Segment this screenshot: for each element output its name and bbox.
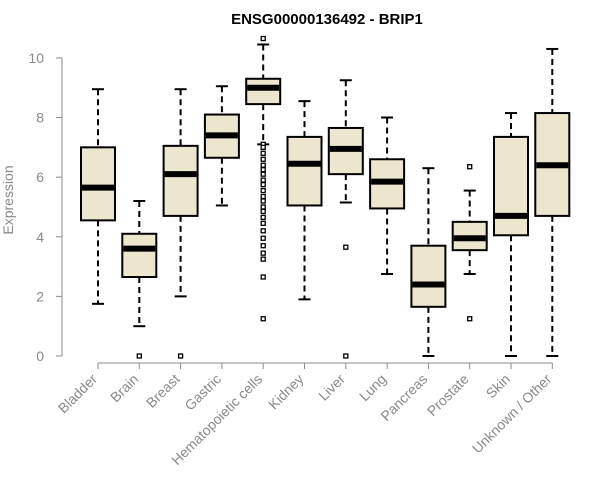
outlier-1-0 [136, 353, 142, 359]
x-tick-label-7: Lung [356, 371, 389, 404]
box-1 [121, 199, 158, 359]
y-tick-label-3: 6 [36, 169, 44, 185]
box-rect-4 [245, 77, 282, 106]
outlier-9-1 [467, 316, 473, 322]
outlier-2-0 [177, 353, 184, 359]
outlier-4-10 [260, 187, 266, 194]
x-tick-label-2: Breast [143, 371, 183, 411]
box-9 [451, 164, 488, 322]
outlier-4-18 [260, 235, 266, 241]
outlier-9-0 [467, 164, 473, 170]
outlier-4-16 [260, 220, 266, 226]
y-axis: 0 2 4 6 8 10 [28, 50, 63, 364]
outlier-4-21 [260, 256, 266, 262]
box-0 [80, 88, 116, 305]
box-rect-5 [286, 135, 323, 207]
box-rect-2 [162, 144, 199, 217]
box-7 [369, 116, 406, 276]
y-tick-label-4: 8 [36, 110, 44, 126]
x-tick-label-1: Brain [107, 371, 141, 405]
outlier-4-19 [260, 243, 266, 249]
outlier-4-8 [260, 177, 266, 183]
outlier-6-0 [343, 244, 349, 250]
outlier-4-4 [260, 156, 266, 162]
outlier-4-12 [260, 198, 266, 204]
box-rect-8 [410, 244, 447, 308]
box-6 [327, 79, 364, 359]
outlier-4-0 [260, 35, 266, 42]
outlier-4-11 [260, 193, 266, 200]
box-2 [162, 88, 199, 359]
x-tick-label-0: Bladder [55, 371, 101, 417]
chart-title: ENSG00000136492 - BRIP1 [231, 11, 423, 28]
y-tick-label-5: 10 [28, 50, 44, 66]
boxes-group [80, 35, 571, 359]
y-tick-label-2: 4 [36, 229, 44, 245]
outlier-4-23 [260, 316, 266, 322]
outlier-4-22 [260, 274, 266, 280]
x-tick-label-6: Liver [315, 371, 348, 404]
box-4 [245, 35, 282, 322]
y-tick-label-0: 0 [36, 348, 44, 364]
box-rect-10 [493, 135, 529, 237]
outlier-4-5 [260, 162, 266, 168]
box-rect-0 [80, 146, 116, 222]
outlier-6-1 [343, 353, 349, 359]
box-5 [286, 100, 323, 301]
x-tick-label-10: Skin [483, 371, 514, 402]
outlier-4-14 [260, 208, 266, 215]
box-10 [493, 112, 529, 357]
outlier-4-6 [260, 167, 266, 173]
box-3 [203, 85, 240, 207]
box-rect-1 [121, 232, 158, 279]
outlier-4-20 [260, 250, 266, 256]
y-tick-label-1: 2 [36, 288, 44, 304]
outlier-4-15 [260, 214, 266, 221]
outlier-4-2 [260, 144, 266, 150]
outlier-4-9 [260, 181, 266, 188]
outlier-4-13 [260, 204, 266, 210]
y-axis-label: Expression [0, 165, 16, 234]
outlier-4-17 [260, 228, 266, 234]
outlier-4-3 [260, 150, 266, 156]
x-tick-label-5: Kidney [265, 371, 307, 413]
x-tick-label-9: Prostate [424, 371, 472, 419]
box-8 [410, 167, 447, 357]
box-11 [534, 47, 571, 357]
outlier-4-7 [260, 171, 266, 177]
